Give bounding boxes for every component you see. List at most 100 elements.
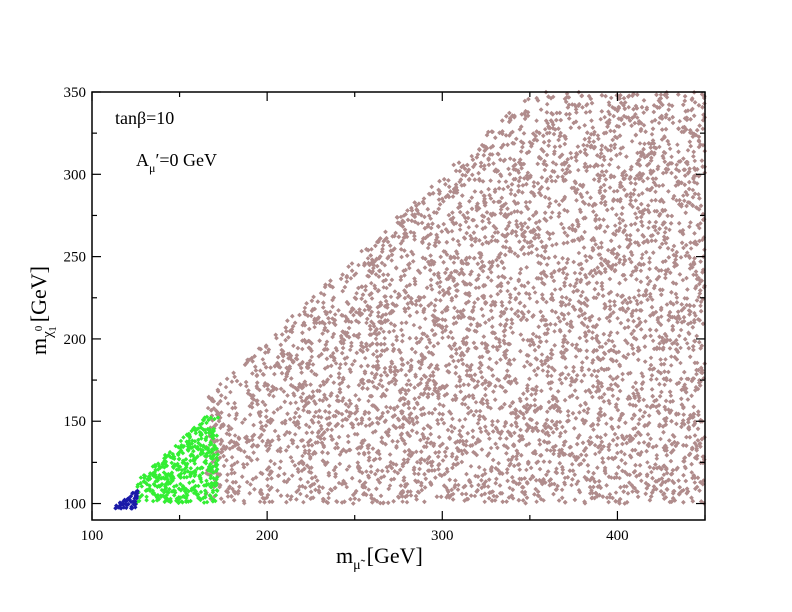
scatter-point-brown [573, 345, 579, 351]
scatter-point-brown [451, 260, 457, 265]
scatter-point-brown [566, 413, 571, 418]
scatter-point-brown [300, 346, 305, 352]
scatter-point-brown [597, 344, 603, 350]
scatter-point-brown [559, 487, 565, 493]
scatter-point-brown [597, 217, 602, 222]
scatter-point-brown [416, 395, 422, 400]
scatter-point-brown [378, 326, 384, 331]
scatter-point-brown [549, 373, 554, 379]
scatter-point-brown [534, 499, 539, 504]
scatter-point-brown [363, 423, 369, 429]
scatter-point-brown [404, 499, 410, 505]
scatter-point-brown [630, 384, 636, 390]
scatter-point-brown [549, 271, 554, 277]
scatter-point-brown [302, 305, 308, 311]
scatter-point-brown [568, 382, 573, 388]
scatter-point-brown [382, 262, 388, 268]
scatter-point-brown [588, 435, 593, 440]
scatter-point-brown [562, 265, 568, 271]
scatter-point-brown [300, 453, 305, 459]
scatter-point-brown [527, 296, 533, 301]
scatter-point-brown [365, 256, 371, 261]
scatter-point-brown [544, 339, 549, 344]
scatter-point-brown [681, 193, 686, 198]
scatter-point-brown [554, 466, 559, 471]
scatter-point-brown [573, 354, 579, 359]
scatter-point-brown [286, 444, 291, 449]
scatter-point-brown [332, 312, 338, 317]
scatter-point-brown [291, 343, 296, 349]
scatter-point-brown [258, 368, 263, 373]
scatter-point-brown [330, 350, 336, 356]
scatter-point-brown [430, 391, 435, 397]
scatter-point-brown [590, 330, 595, 335]
scatter-point-brown [246, 388, 251, 393]
scatter-point-brown [532, 290, 538, 295]
scatter-point-brown [636, 288, 641, 293]
scatter-point-brown [221, 499, 227, 505]
scatter-point-brown [680, 277, 686, 283]
scatter-point-brown [387, 483, 393, 488]
scatter-point-brown [692, 158, 698, 164]
scatter-point-brown [593, 451, 598, 457]
scatter-point-brown [670, 247, 675, 253]
scatter-points [113, 89, 708, 511]
scatter-point-brown [669, 354, 674, 359]
scatter-point-brown [356, 497, 362, 503]
scatter-point-brown [455, 255, 461, 261]
scatter-point-brown [381, 329, 386, 334]
scatter-point-brown [509, 306, 514, 312]
scatter-point-brown [550, 243, 555, 248]
scatter-point-brown [449, 270, 454, 276]
scatter-point-brown [550, 231, 556, 236]
scatter-point-brown [615, 330, 620, 336]
scatter-point-brown [539, 352, 545, 357]
scatter-point-brown [531, 285, 536, 290]
scatter-point-brown [369, 370, 375, 376]
scatter-point-brown [674, 295, 680, 300]
scatter-point-brown [364, 320, 369, 326]
scatter-point-brown [344, 484, 350, 490]
scatter-point-brown [608, 382, 614, 388]
scatter-point-brown [292, 432, 298, 437]
scatter-point-brown [649, 469, 654, 475]
scatter-point-brown [488, 270, 494, 275]
scatter-point-brown [639, 255, 645, 261]
scatter-point-brown [414, 449, 419, 455]
scatter-point-brown [449, 228, 455, 234]
scatter-point-brown [552, 329, 557, 334]
scatter-point-brown [223, 384, 229, 390]
scatter-point-brown [600, 287, 605, 292]
scatter-point-brown [524, 467, 529, 473]
scatter-point-brown [260, 357, 266, 362]
scatter-point-brown [271, 394, 276, 399]
scatter-point-brown [371, 384, 377, 389]
scatter-point-brown [369, 280, 374, 286]
scatter-point-brown [580, 289, 585, 295]
scatter-point-brown [457, 418, 462, 423]
scatter-point-brown [505, 288, 510, 294]
scatter-point-brown [312, 324, 317, 330]
scatter-point-brown [391, 328, 397, 334]
scatter-point-brown [514, 456, 519, 462]
scatter-point-brown [552, 287, 558, 292]
scatter-point-brown [576, 167, 581, 173]
scatter-point-brown [303, 382, 309, 388]
scatter-point-brown [488, 445, 494, 451]
scatter-point-brown [574, 481, 579, 487]
scatter-point-brown [366, 450, 372, 455]
scatter-point-brown [267, 499, 272, 505]
scatter-point-brown [531, 180, 537, 185]
scatter-point-brown [300, 391, 306, 396]
scatter-point-brown [326, 495, 331, 501]
scatter-point-brown [576, 250, 582, 256]
scatter-point-brown [527, 199, 533, 205]
scatter-point-brown [638, 268, 644, 274]
scatter-point-brown [698, 303, 703, 309]
scatter-point-brown [468, 233, 473, 239]
scatter-point-brown [456, 482, 461, 488]
scatter-point-brown [694, 360, 700, 366]
scatter-point-brown [381, 285, 386, 290]
scatter-point-brown [653, 189, 658, 195]
scatter-point-brown [279, 347, 284, 353]
